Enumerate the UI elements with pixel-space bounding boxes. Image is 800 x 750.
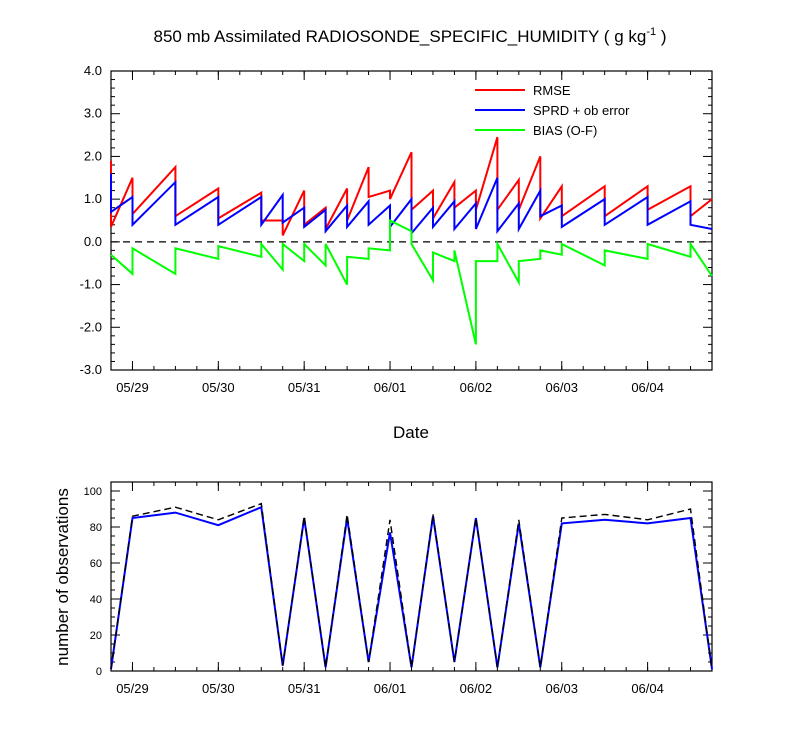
legend-label-rmse: RMSE xyxy=(533,83,571,98)
x-tick-label: 05/31 xyxy=(288,681,321,696)
x-tick-label: 05/29 xyxy=(116,380,149,395)
legend-label-sprd-ob-error: SPRD + ob error xyxy=(533,103,630,118)
y-tick-label: 100 xyxy=(84,486,102,498)
x-axis-title: Date xyxy=(393,423,429,442)
x-tick-label: 06/01 xyxy=(374,380,407,395)
x-tick-label: 06/04 xyxy=(631,681,664,696)
y-tick-label: 4.0 xyxy=(84,63,102,78)
y-tick-label: -1.0 xyxy=(80,277,102,292)
y-tick-label: 1.0 xyxy=(84,191,102,206)
y-axis-title-observations: number of observations xyxy=(53,488,72,666)
y-tick-label: -2.0 xyxy=(80,319,102,334)
x-tick-label: 06/03 xyxy=(545,380,578,395)
y-tick-label: 80 xyxy=(90,522,102,534)
y-tick-label: 0 xyxy=(96,666,102,678)
series-line-observations-possible xyxy=(110,502,713,670)
y-tick-label: 40 xyxy=(90,594,102,606)
x-tick-label: 05/30 xyxy=(202,380,235,395)
series-line-bias-o-f xyxy=(110,218,713,345)
y-tick-label: 3.0 xyxy=(84,106,102,121)
error-statistics-plot: -3.0 -2.0 -1.0 0.0 1.0 2.0 3.0 4.0 05/29 05/30 05/… xyxy=(80,63,713,395)
series-line-observations-assimilated xyxy=(110,505,713,670)
series-line-sprd-ob-error xyxy=(110,173,713,237)
y-tick-label: 0.0 xyxy=(84,234,102,249)
y-tick-label: 20 xyxy=(90,630,102,642)
x-tick-label: 06/02 xyxy=(460,681,493,696)
x-tick-label: 06/03 xyxy=(545,681,578,696)
x-tick-label: 06/04 xyxy=(631,380,664,395)
x-tick-label: 06/02 xyxy=(460,380,493,395)
chart-title: 850 mb Assimilated RADIOSONDE_SPECIFIC_H… xyxy=(154,26,667,46)
x-tick-label: 06/01 xyxy=(374,681,407,696)
x-tick-label: 05/31 xyxy=(288,380,321,395)
y-tick-label: 2.0 xyxy=(84,148,102,163)
y-tick-label: -3.0 xyxy=(80,362,102,377)
observation-count-plot: 0 20 40 60 80 100 05/29 05/30 05/31 06/01 06/02 06/… xyxy=(84,481,713,696)
y-tick-label: 60 xyxy=(90,558,102,570)
plot-frame xyxy=(110,481,713,672)
x-tick-label: 05/29 xyxy=(116,681,149,696)
legend-label-bias-o-f: BIAS (O-F) xyxy=(533,123,597,138)
x-tick-label: 05/30 xyxy=(202,681,235,696)
